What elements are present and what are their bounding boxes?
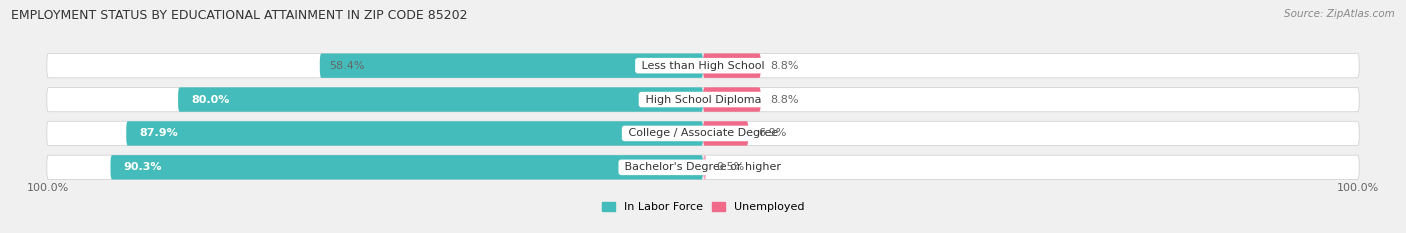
FancyBboxPatch shape	[46, 53, 1360, 78]
FancyBboxPatch shape	[703, 155, 706, 180]
FancyBboxPatch shape	[319, 53, 703, 78]
Text: 87.9%: 87.9%	[139, 128, 179, 138]
FancyBboxPatch shape	[46, 87, 1360, 112]
Text: Source: ZipAtlas.com: Source: ZipAtlas.com	[1284, 9, 1395, 19]
Text: EMPLOYMENT STATUS BY EDUCATIONAL ATTAINMENT IN ZIP CODE 85202: EMPLOYMENT STATUS BY EDUCATIONAL ATTAINM…	[11, 9, 468, 22]
FancyBboxPatch shape	[703, 121, 748, 146]
Text: Bachelor's Degree or higher: Bachelor's Degree or higher	[621, 162, 785, 172]
Text: 100.0%: 100.0%	[1337, 183, 1379, 193]
FancyBboxPatch shape	[111, 155, 703, 180]
FancyBboxPatch shape	[703, 87, 761, 112]
Text: 80.0%: 80.0%	[191, 95, 229, 105]
Text: 6.9%: 6.9%	[758, 128, 786, 138]
Text: Less than High School: Less than High School	[638, 61, 768, 71]
Text: 0.5%: 0.5%	[716, 162, 744, 172]
Legend: In Labor Force, Unemployed: In Labor Force, Unemployed	[602, 202, 804, 212]
FancyBboxPatch shape	[46, 121, 1360, 146]
Text: College / Associate Degree: College / Associate Degree	[624, 128, 782, 138]
Text: 58.4%: 58.4%	[329, 61, 366, 71]
Text: 8.8%: 8.8%	[770, 95, 799, 105]
FancyBboxPatch shape	[179, 87, 703, 112]
Text: 100.0%: 100.0%	[27, 183, 69, 193]
Text: 8.8%: 8.8%	[770, 61, 799, 71]
FancyBboxPatch shape	[46, 155, 1360, 180]
Text: 90.3%: 90.3%	[124, 162, 162, 172]
Text: High School Diploma: High School Diploma	[641, 95, 765, 105]
FancyBboxPatch shape	[703, 53, 761, 78]
FancyBboxPatch shape	[127, 121, 703, 146]
